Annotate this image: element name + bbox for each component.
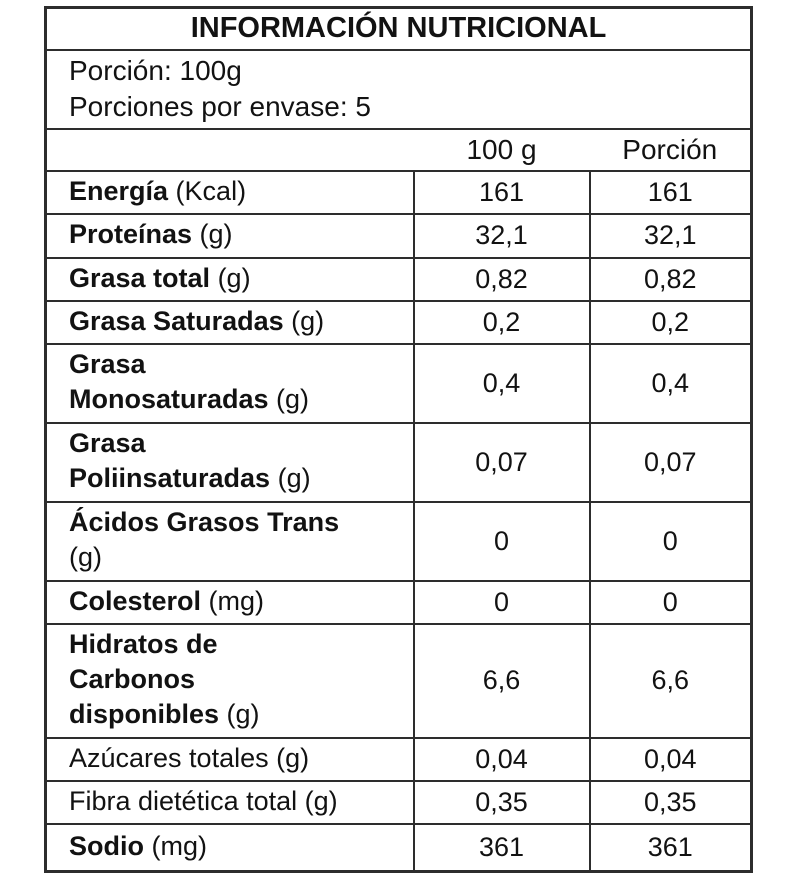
table-row-hidratos-carbonos: Hidratos de Carbonos disponibles (g) 6,6… [44,622,753,739]
value-per-portion: 32,1 [588,213,753,259]
nutrient-name: Hidratos de Carbonos disponibles [69,629,220,730]
nutrient-label: Grasa Saturadas (g) [44,299,415,345]
value-per-portion: 6,6 [588,622,753,739]
table-row-energia: Energía (Kcal) 161 161 [44,170,753,216]
value-per-100g: 0,04 [412,736,591,782]
value-per-100g: 361 [412,823,591,873]
table-row-sodio: Sodio (mg) 361 361 [44,823,753,873]
table-row-acidos-grasos-trans: Ácidos Grasos Trans (g) 0 0 [44,500,753,582]
nutrition-table: INFORMACIÓN NUTRICIONAL Porción: 100g Po… [44,6,754,873]
nutrient-label: Ácidos Grasos Trans (g) [44,500,415,582]
nutrient-label: Grasa Poliinsaturadas (g) [44,421,415,503]
value-per-100g: 0,2 [412,299,591,345]
nutrient-unit: (g) [297,785,338,816]
nutrient-unit: (mg) [144,830,208,861]
value-per-100g: 32,1 [412,213,591,259]
value-per-100g: 161 [412,170,591,216]
nutrient-label: Sodio (mg) [44,823,415,873]
table-row-proteinas: Proteínas (g) 32,1 32,1 [44,213,753,259]
value-per-100g: 0,4 [412,342,591,424]
value-per-portion: 161 [588,170,753,216]
nutrient-label: Grasa Monosaturadas (g) [44,342,415,424]
servings-per-container: Porciones por envase: 5 [69,90,371,122]
title-row: INFORMACIÓN NUTRICIONAL [44,6,753,51]
table-row-grasa-saturadas: Grasa Saturadas (g) 0,2 0,2 [44,299,753,345]
nutrient-label: Grasa total (g) [44,256,415,302]
value-per-portion: 0,35 [588,779,753,826]
value-per-100g: 0,35 [412,779,591,826]
serving-info: Porción: 100g Porciones por envase: 5 [44,48,753,131]
serving-row: Porción: 100g Porciones por envase: 5 [44,48,753,131]
nutrient-label: Hidratos de Carbonos disponibles (g) [44,622,415,739]
value-per-portion: 0,07 [588,421,753,503]
value-per-100g: 6,6 [412,622,591,739]
value-per-portion: 0,4 [588,342,753,424]
table-row-azucares-totales: Azúcares totales (g) 0,04 0,04 [44,736,753,782]
value-per-portion: 361 [588,823,753,873]
value-per-portion: 0 [588,500,753,582]
nutrient-name: Colesterol [69,585,202,616]
column-header-100g: 100 g [413,128,590,173]
nutrient-name: Grasa Saturadas [69,305,284,336]
table-row-grasa-total: Grasa total (g) 0,82 0,82 [44,256,753,302]
nutrient-unit: (g) [219,699,260,730]
nutrient-name: Proteínas [69,219,193,250]
nutrient-name: Grasa Monosaturadas [69,349,269,415]
column-header-empty [45,128,414,173]
label-title: INFORMACIÓN NUTRICIONAL [44,6,753,51]
nutrient-unit: (Kcal) [168,176,247,207]
nutrient-name: Azúcares totales [69,742,269,773]
nutrient-unit: (g) [270,463,311,494]
nutrient-label: Colesterol (mg) [44,579,415,625]
nutrient-name: Grasa Poliinsaturadas [69,428,271,494]
value-per-portion: 0,82 [588,256,753,302]
value-per-portion: 0,2 [588,299,753,345]
table-row-grasa-poliinsaturadas: Grasa Poliinsaturadas (g) 0,07 0,07 [44,421,753,503]
nutrient-label: Fibra dietética total (g) [44,779,415,826]
value-per-100g: 0 [412,500,591,582]
nutrient-unit: (g) [283,305,325,336]
column-header-row: 100 g Porción [45,128,752,173]
nutrient-unit: (g) [69,542,102,573]
value-per-portion: 0,04 [588,736,753,782]
nutrient-label: Energía (Kcal) [44,170,415,216]
nutrient-name: Ácidos Grasos Trans [69,507,340,538]
value-per-100g: 0 [412,579,591,625]
nutrient-unit: (g) [268,384,310,415]
nutrient-label: Azúcares totales (g) [44,736,415,782]
column-header-porcion: Porción [589,128,752,173]
value-per-100g: 0,07 [412,421,591,503]
nutrition-label: INFORMACIÓN NUTRICIONAL Porción: 100g Po… [44,6,754,873]
table-row-colesterol: Colesterol (mg) 0 0 [44,579,753,625]
nutrient-name: Sodio [69,830,144,861]
table-row-fibra-dietetica: Fibra dietética total (g) 0,35 0,35 [44,779,753,826]
nutrient-unit: (mg) [201,585,265,616]
value-per-portion: 0 [588,579,753,625]
nutrient-name: Energía [69,176,169,207]
nutrient-name: Grasa total [69,262,211,293]
serving-size: Porción: 100g [69,54,242,86]
value-per-100g: 0,82 [412,256,591,302]
nutrient-label: Proteínas (g) [44,213,415,259]
nutrient-unit: (g) [210,262,251,293]
nutrient-unit: (g) [192,219,233,250]
nutrient-name: Fibra dietética total [69,785,298,816]
table-row-grasa-monosaturadas: Grasa Monosaturadas (g) 0,4 0,4 [44,342,753,424]
nutrient-unit: (g) [268,742,310,773]
